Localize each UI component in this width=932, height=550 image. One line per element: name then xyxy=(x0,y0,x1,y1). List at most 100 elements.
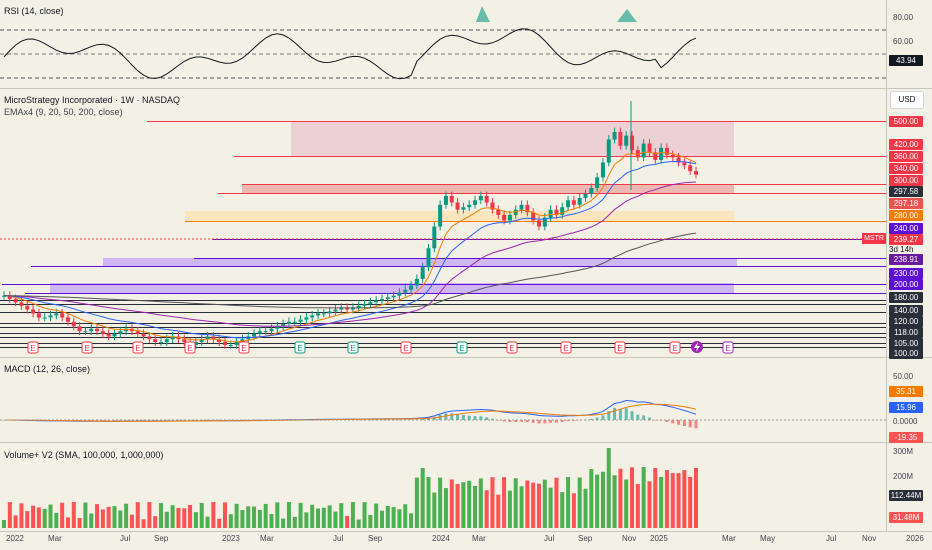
candle-body[interactable] xyxy=(2,295,6,297)
candle-body[interactable] xyxy=(60,313,65,318)
candle-body[interactable] xyxy=(606,139,611,163)
candle-body[interactable] xyxy=(269,328,274,332)
candle-body[interactable] xyxy=(252,333,257,337)
candle-body[interactable] xyxy=(65,317,70,322)
candle-body[interactable] xyxy=(496,209,501,215)
candle-body[interactable] xyxy=(670,154,675,158)
candle-body[interactable] xyxy=(350,307,355,310)
macd-pane[interactable] xyxy=(0,358,886,442)
candle-body[interactable] xyxy=(176,336,181,340)
candle-body[interactable] xyxy=(362,304,367,306)
candle-body[interactable] xyxy=(333,309,338,312)
candle-body[interactable] xyxy=(263,331,268,333)
candle-body[interactable] xyxy=(682,162,687,166)
resistance-zone[interactable] xyxy=(242,184,734,194)
candle-body[interactable] xyxy=(571,200,576,205)
candle-body[interactable] xyxy=(211,336,216,340)
candle-body[interactable] xyxy=(310,315,315,318)
candle-body[interactable] xyxy=(153,339,158,343)
candle-body[interactable] xyxy=(461,207,466,210)
candle-body[interactable] xyxy=(141,333,146,337)
candle-body[interactable] xyxy=(7,295,12,299)
candle-body[interactable] xyxy=(286,321,291,325)
candle-body[interactable] xyxy=(95,328,100,332)
candle-body[interactable] xyxy=(379,298,384,301)
candles[interactable] xyxy=(2,101,698,349)
candle-body[interactable] xyxy=(83,331,88,333)
earnings-marker[interactable] xyxy=(669,341,681,354)
earnings-marker[interactable] xyxy=(132,341,144,354)
earnings-marker[interactable] xyxy=(456,341,468,354)
candle-body[interactable] xyxy=(257,331,262,334)
candle-body[interactable] xyxy=(630,135,635,151)
candle-body[interactable] xyxy=(536,220,541,227)
candle-body[interactable] xyxy=(694,171,698,175)
candle-body[interactable] xyxy=(304,317,309,320)
candle-body[interactable] xyxy=(275,326,280,329)
candle-body[interactable] xyxy=(42,317,47,319)
candle-body[interactable] xyxy=(612,131,617,140)
candle-body[interactable] xyxy=(234,342,239,345)
candle-body[interactable] xyxy=(193,342,198,345)
candle-body[interactable] xyxy=(478,195,483,201)
candle-body[interactable] xyxy=(688,165,693,172)
support-zone[interactable] xyxy=(185,211,734,221)
symbol-title[interactable]: MicroStrategy Incorporated · 1W · NASDAQ xyxy=(4,95,181,105)
candle-body[interactable] xyxy=(31,309,36,314)
candle-body[interactable] xyxy=(374,300,379,303)
support-zone[interactable] xyxy=(103,258,737,266)
candle-body[interactable] xyxy=(507,214,512,221)
earnings-marker[interactable] xyxy=(400,341,412,354)
candle-body[interactable] xyxy=(345,307,350,310)
candle-body[interactable] xyxy=(467,204,472,208)
candle-body[interactable] xyxy=(554,209,559,215)
candle-body[interactable] xyxy=(455,202,460,210)
candle-body[interactable] xyxy=(100,331,105,334)
candle-body[interactable] xyxy=(577,198,582,205)
candle-body[interactable] xyxy=(48,315,53,318)
earnings-marker[interactable] xyxy=(560,341,572,354)
candle-body[interactable] xyxy=(222,342,227,345)
candle-body[interactable] xyxy=(316,313,321,316)
earnings-marker[interactable] xyxy=(722,341,734,354)
candle-body[interactable] xyxy=(54,313,59,316)
candle-body[interactable] xyxy=(106,333,111,337)
earnings-marker[interactable] xyxy=(614,341,626,354)
macd-label[interactable]: MACD (12, 26, close) xyxy=(4,364,91,374)
indicator-label[interactable]: EMAx4 (9, 20, 50, 200, close) xyxy=(4,107,123,117)
candle-body[interactable] xyxy=(292,321,297,323)
candle-body[interactable] xyxy=(548,209,553,218)
currency-button[interactable]: USD xyxy=(890,91,924,109)
candle-body[interactable] xyxy=(327,311,332,314)
candle-body[interactable] xyxy=(443,195,448,205)
candle-body[interactable] xyxy=(205,336,210,340)
earnings-marker[interactable] xyxy=(184,341,196,354)
candle-body[interactable] xyxy=(664,147,669,155)
candle-body[interactable] xyxy=(118,331,123,334)
candle-body[interactable] xyxy=(339,307,344,310)
candle-body[interactable] xyxy=(124,328,129,332)
candle-body[interactable] xyxy=(199,339,204,343)
candle-body[interactable] xyxy=(170,336,175,340)
candle-body[interactable] xyxy=(356,305,361,308)
candle-body[interactable] xyxy=(519,204,524,210)
candle-body[interactable] xyxy=(112,333,117,337)
earnings-marker[interactable] xyxy=(506,341,518,354)
candle-body[interactable] xyxy=(560,207,565,215)
candle-body[interactable] xyxy=(438,204,443,227)
candle-body[interactable] xyxy=(77,326,82,332)
candle-body[interactable] xyxy=(409,285,414,290)
support-zone[interactable] xyxy=(50,283,734,293)
candle-body[interactable] xyxy=(502,214,507,221)
candle-body[interactable] xyxy=(414,278,419,286)
candle-body[interactable] xyxy=(240,339,245,343)
candle-body[interactable] xyxy=(595,177,600,188)
candle-body[interactable] xyxy=(321,313,326,315)
candle-body[interactable] xyxy=(281,324,286,327)
candle-body[interactable] xyxy=(589,187,594,194)
candle-body[interactable] xyxy=(618,131,623,146)
candle-body[interactable] xyxy=(635,150,640,158)
candle-body[interactable] xyxy=(449,195,454,203)
candle-body[interactable] xyxy=(484,195,489,203)
